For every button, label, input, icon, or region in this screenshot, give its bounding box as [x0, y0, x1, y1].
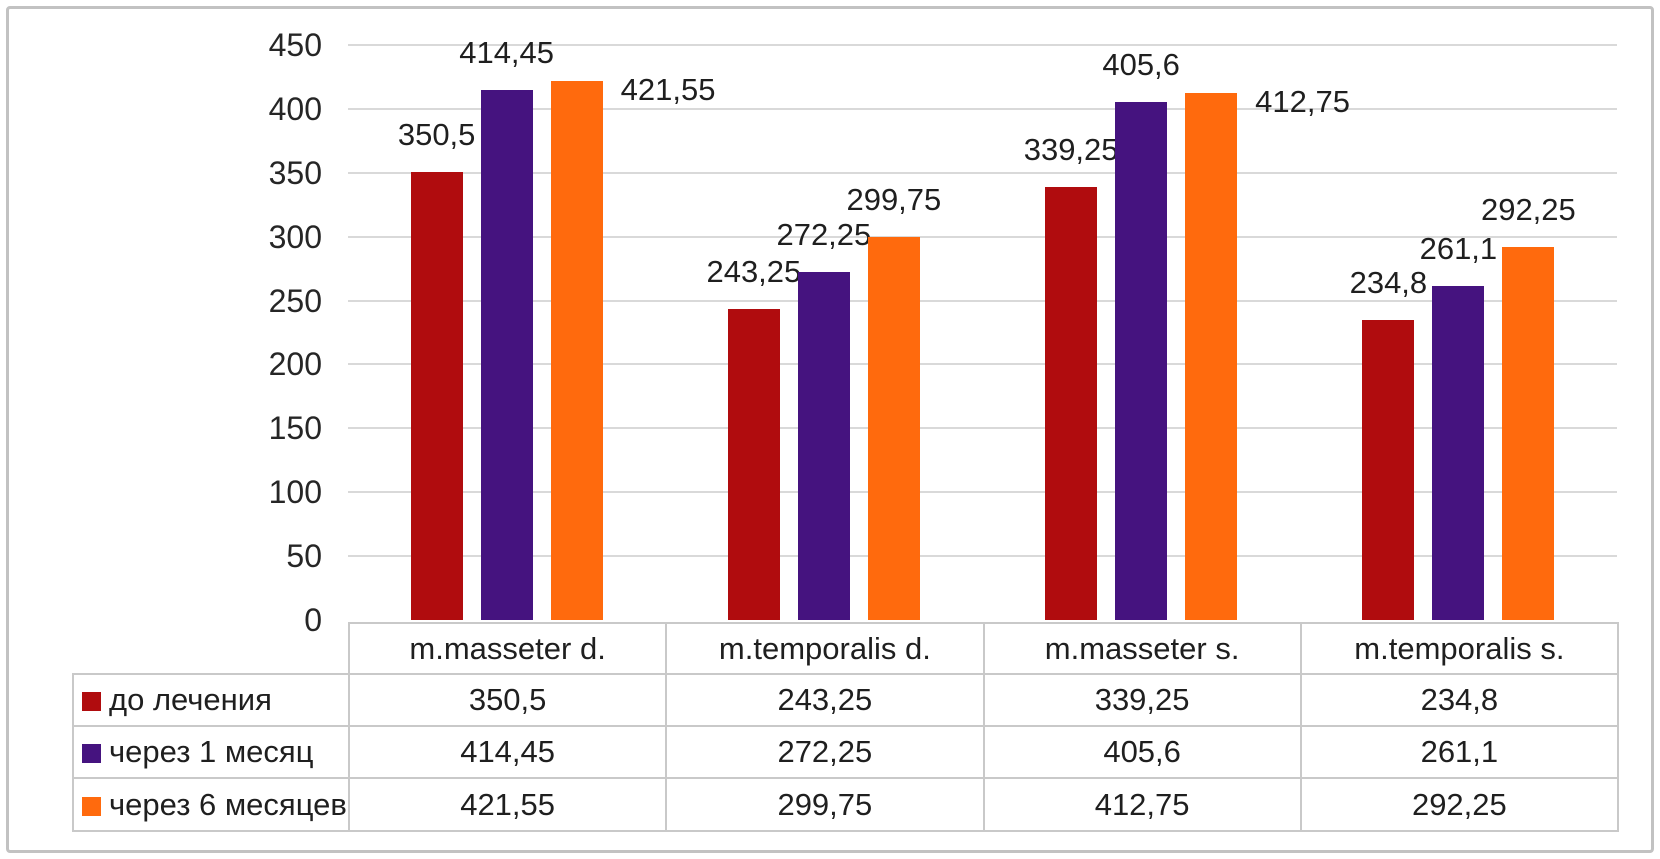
- table-value-cell: 234,8: [1299, 673, 1620, 727]
- table-value-cell: 299,75: [665, 777, 985, 832]
- bar-2-1: [480, 90, 533, 620]
- y-axis-tick-label: 150: [268, 410, 322, 447]
- gridline: [348, 363, 1617, 366]
- legend-color-swatch: [82, 744, 101, 763]
- gridline: [348, 171, 1617, 174]
- y-axis-tick-label: 250: [268, 282, 322, 319]
- gridline: [348, 555, 1617, 558]
- bar-value-label: 234,8: [1349, 264, 1428, 300]
- bar-1-1: [410, 172, 463, 620]
- table-value-cell: 339,25: [982, 673, 1302, 727]
- table-value-cell: 292,25: [1299, 777, 1620, 832]
- legend-cell: через 6 месяцев: [72, 777, 350, 832]
- bar-value-label: 243,25: [706, 254, 802, 290]
- bar-value-label: 405,6: [1102, 46, 1180, 82]
- bar-value-label: 412,75: [1255, 83, 1350, 119]
- bar-value-label: 414,45: [459, 35, 555, 71]
- legend-color-swatch: [82, 692, 101, 711]
- table-header-cell: m.masseter d.: [347, 622, 668, 675]
- bar-value-label: 261,1: [1419, 231, 1498, 267]
- legend-series-name: до лечения: [109, 682, 272, 717]
- y-axis-tick-label: 100: [268, 474, 322, 511]
- table-header-cell: m.temporalis d.: [665, 622, 985, 675]
- bar-value-label: 421,55: [620, 72, 716, 108]
- bar-value-label: 299,75: [846, 181, 942, 217]
- bar-3-3: [1185, 92, 1238, 620]
- gridline: [348, 427, 1617, 430]
- bar-3-2: [867, 236, 920, 620]
- bar-3-4: [1502, 246, 1555, 620]
- legend-cell: через 1 месяц: [72, 725, 350, 779]
- table-value-cell: 272,25: [665, 725, 985, 779]
- bar-1-3: [1045, 186, 1098, 620]
- table-header-cell: m.masseter s.: [982, 622, 1302, 675]
- gridline: [348, 491, 1617, 494]
- legend-series-name: через 1 месяц: [109, 734, 314, 769]
- legend-series-name: через 6 месяцев: [109, 786, 347, 822]
- bar-value-label: 339,25: [1023, 131, 1119, 167]
- bar-2-2: [797, 272, 850, 620]
- y-axis-tick-label: 50: [286, 538, 322, 575]
- table-value-cell: 421,55: [347, 777, 668, 832]
- table-value-cell: 261,1: [1299, 725, 1620, 779]
- bar-2-4: [1432, 286, 1485, 620]
- bar-value-label: 350,5: [397, 117, 476, 153]
- table-value-cell: 414,45: [347, 725, 668, 779]
- gridline: [348, 44, 1617, 46]
- table-value-cell: 412,75: [982, 777, 1302, 832]
- bar-1-4: [1362, 319, 1415, 620]
- table-value-cell: 350,5: [347, 673, 668, 727]
- y-axis-tick-label: 200: [268, 346, 322, 383]
- y-axis-tick-label: 450: [268, 27, 322, 63]
- gridline: [348, 235, 1617, 238]
- table-corner-blank: [73, 623, 349, 674]
- y-axis-tick-label: 0: [304, 602, 322, 638]
- bar-value-label: 272,25: [776, 217, 872, 253]
- data-table: m.masseter d. m.temporalis d. m.masseter s…: [72, 622, 1620, 832]
- table-value-cell: 243,25: [665, 673, 985, 727]
- table-header-cell: m.temporalis s.: [1299, 622, 1620, 675]
- y-axis-tick-label: 350: [268, 154, 322, 191]
- bar-3-1: [550, 81, 603, 620]
- gridline: [348, 299, 1617, 302]
- legend-color-swatch: [82, 796, 101, 816]
- bar-1-2: [727, 309, 780, 620]
- y-axis-tick-label: 300: [268, 218, 322, 255]
- y-axis-tick-label: 400: [268, 90, 322, 127]
- table-value-cell: 405,6: [982, 725, 1302, 779]
- gridline: [348, 107, 1617, 110]
- bar-2-3: [1115, 101, 1168, 620]
- bar-value-label: 292,25: [1480, 191, 1576, 227]
- legend-cell: до лечения: [72, 673, 350, 727]
